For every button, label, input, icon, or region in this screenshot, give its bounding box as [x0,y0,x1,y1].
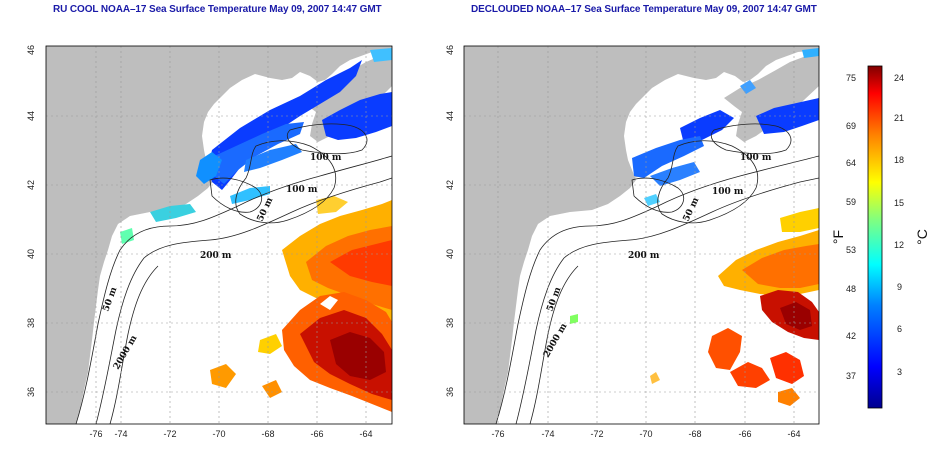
celsius-tick: 21 [894,113,904,123]
celsius-tick: 6 [897,324,902,334]
right-lat-tick: 44 [445,111,455,121]
celsius-tick: 12 [894,240,904,250]
colorbar-celsius-label: °C [914,229,930,245]
left-contour-label-100a: 100 m [310,153,342,163]
left-lon-tick: -76 [89,429,102,439]
left-lat-tick: 46 [26,45,36,55]
colorbar-celsius-ticks: 24 21 18 15 12 9 6 3 [894,73,904,377]
right-lat-tick: 40 [445,249,455,259]
left-contour-label-200: 200 m [200,251,232,261]
fahrenheit-tick: 64 [846,158,856,168]
right-lat-tick: 36 [445,387,455,397]
right-contour-label-200: 200 m [628,251,660,261]
right-lat-tick: 38 [445,318,455,328]
left-lat-tick: 38 [26,318,36,328]
right-lon-axis: -76 -74 -72 -70 -68 -66 -64 [491,429,800,439]
celsius-tick: 3 [897,367,902,377]
right-lat-axis: 36 38 40 42 44 46 [445,45,455,397]
fahrenheit-tick: 48 [846,284,856,294]
colorbar-fahrenheit-label: °F [830,230,846,244]
right-panel-title: DECLOUDED NOAA–17 Sea Surface Temperatur… [471,4,817,15]
left-lon-tick: -70 [212,429,225,439]
right-lon-tick: -64 [787,429,800,439]
right-contour-label-100b: 100 m [712,187,744,197]
left-lat-tick: 36 [26,387,36,397]
left-map-panel: 100 m 100 m 50 m 200 m 50 m 2000 m -76 -… [26,45,393,439]
colorbar-fahrenheit-ticks: 75 69 64 59 53 48 42 37 [846,73,856,381]
left-lat-tick: 40 [26,249,36,259]
right-lon-tick: -76 [491,429,504,439]
fahrenheit-tick: 37 [846,371,856,381]
left-lat-axis: 36 38 40 42 44 46 [26,45,36,397]
colorbar-gradient [867,65,883,409]
celsius-tick: 9 [897,282,902,292]
left-panel-title: RU COOL NOAA–17 Sea Surface Temperature … [53,4,382,15]
right-map-panel: 100 m 100 m 50 m 200 m 50 m 2000 m -76 -… [445,45,820,439]
left-lon-tick: -68 [261,429,274,439]
fahrenheit-tick: 42 [846,331,856,341]
left-lat-tick: 42 [26,180,36,190]
right-land-mainland [464,46,819,424]
fahrenheit-tick: 59 [846,197,856,207]
left-gridlines [46,46,392,424]
celsius-tick: 15 [894,198,904,208]
right-lat-tick: 42 [445,180,455,190]
right-lon-tick: -72 [590,429,603,439]
colorbar: 75 69 64 59 53 48 42 37 24 21 18 15 12 9… [830,65,930,409]
fahrenheit-tick: 53 [846,245,856,255]
right-map-frame [463,45,820,425]
right-lon-tick: -70 [639,429,652,439]
left-lon-tick: -72 [163,429,176,439]
left-lon-tick: -74 [114,429,127,439]
left-land-mainland [46,46,392,424]
fahrenheit-tick: 69 [846,121,856,131]
right-land-novascotia [724,56,819,142]
left-lon-tick: -64 [359,429,372,439]
right-lon-tick: -74 [541,429,554,439]
left-lat-tick: 44 [26,111,36,121]
celsius-tick: 24 [894,73,904,83]
right-lon-tick: -66 [738,429,751,439]
right-contour-label-100a: 100 m [740,153,772,163]
left-contour-label-100b: 100 m [286,185,318,195]
celsius-tick: 18 [894,155,904,165]
right-gridlines [464,46,819,424]
right-lat-tick: 46 [445,45,455,55]
left-map-frame [45,45,393,425]
left-lon-tick: -66 [310,429,323,439]
fahrenheit-tick: 75 [846,73,856,83]
right-bathymetry-contours [495,123,819,424]
right-lon-tick: -68 [688,429,701,439]
left-sst-warm-patches [210,196,392,412]
left-lon-axis: -76 -74 -72 -70 -68 -66 -64 [89,429,372,439]
